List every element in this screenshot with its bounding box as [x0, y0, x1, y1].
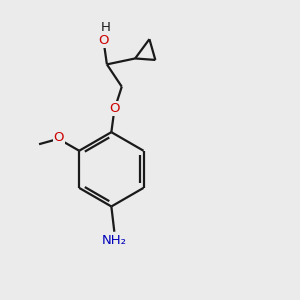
Text: O: O [99, 34, 109, 47]
Text: O: O [109, 102, 120, 115]
Text: NH₂: NH₂ [102, 234, 127, 247]
Text: O: O [54, 131, 64, 144]
Text: H: H [100, 21, 110, 34]
